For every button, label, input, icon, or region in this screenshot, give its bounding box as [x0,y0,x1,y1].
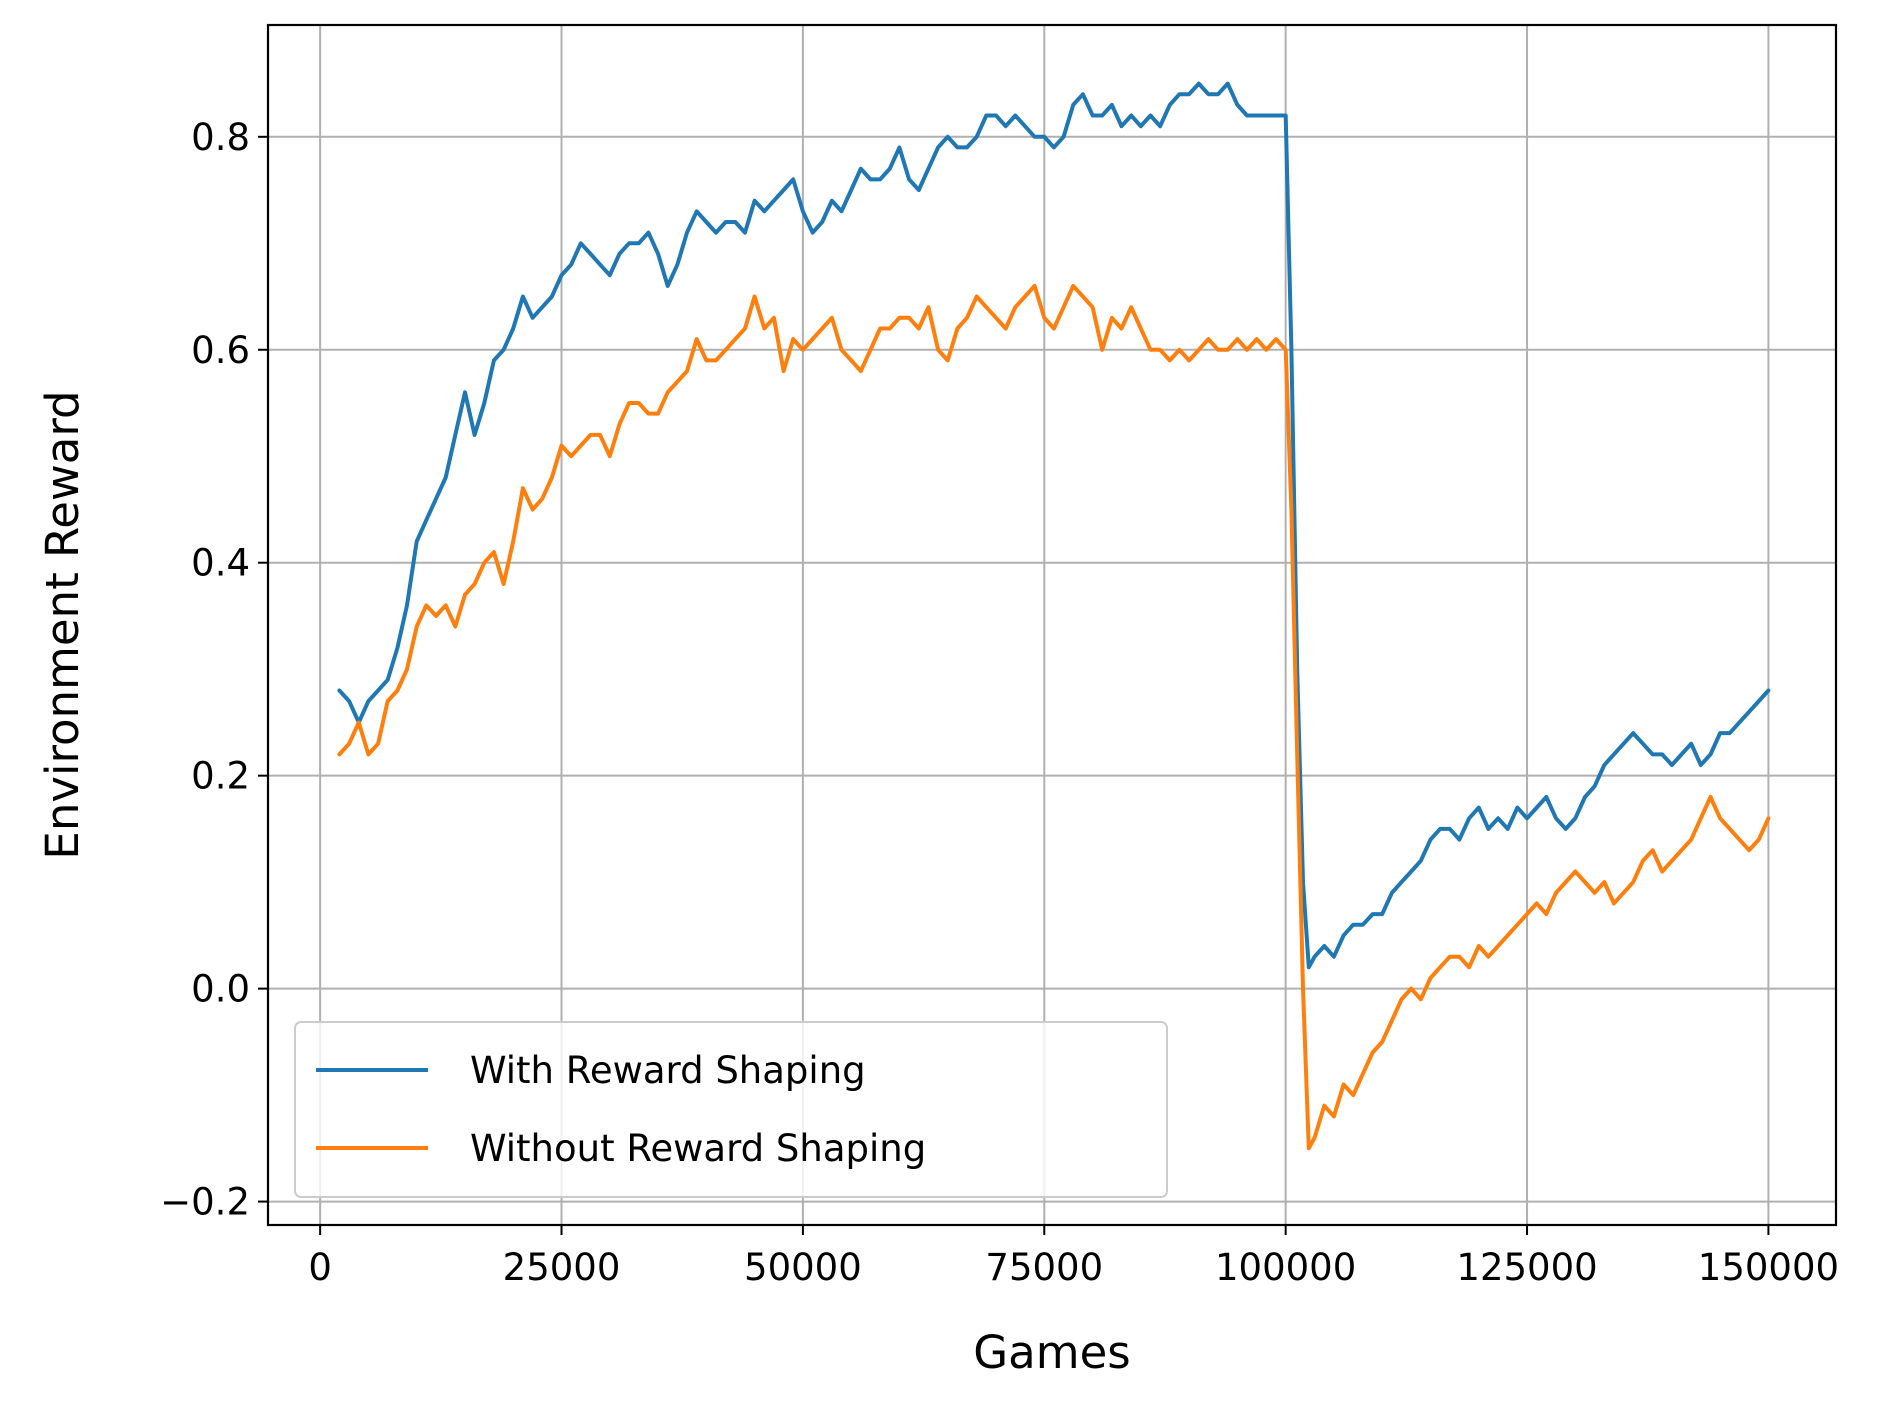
grid [268,25,1836,1225]
y-axis-label: Environment Reward [36,390,89,859]
x-tick-label: 25000 [503,1246,621,1289]
series-line-with-reward-shaping [337,81,1771,970]
y-tick-label: 0.0 [191,968,250,1011]
x-tick-label: 100000 [1215,1246,1356,1289]
x-tick-label: 50000 [744,1246,862,1289]
plot-frame [266,23,1838,1227]
x-tick-label: 150000 [1698,1246,1839,1289]
legend: With Reward Shaping Without Reward Shapi… [294,1021,1168,1198]
y-tick-label: 0.8 [191,116,250,159]
series-lines [337,81,1771,1151]
x-axis-label: Games [973,1326,1130,1379]
series-line-without-reward-shaping [337,283,1771,1151]
x-tick-label: 0 [308,1246,332,1289]
x-tick-label: 125000 [1456,1246,1597,1289]
y-tick-label: −0.2 [160,1181,250,1224]
legend-label-without-reward-shaping: Without Reward Shaping [470,1127,926,1170]
axis-ticks: 0 25000 50000 75000 100000 125000 150000 −0.2 0.… [160,116,1839,1289]
legend-label-with-reward-shaping: With Reward Shaping [470,1049,866,1092]
y-tick-label: 0.2 [191,755,250,798]
legend-box [294,1021,1168,1198]
y-tick-label: 0.4 [191,542,250,585]
y-tick-label: 0.6 [191,329,250,372]
x-tick-label: 75000 [985,1246,1103,1289]
